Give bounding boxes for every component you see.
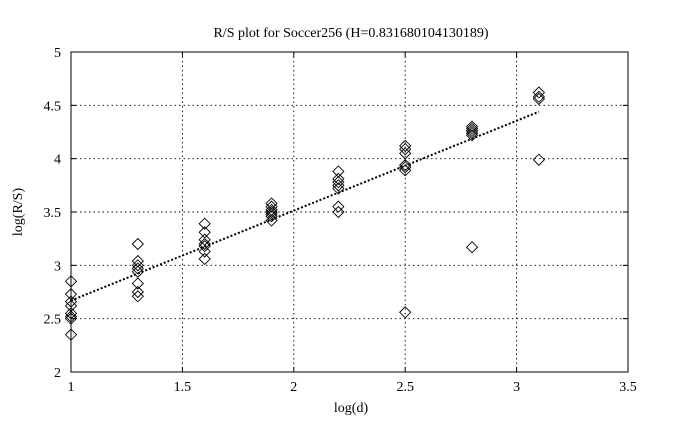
data-point [131,254,144,268]
y-tick-label: 5 [54,46,61,61]
data-point [399,139,412,153]
x-tick-label: 2 [290,380,297,395]
data-point [64,328,78,341]
data-point [399,142,412,156]
data-point [265,205,278,219]
data-point [265,214,278,227]
plot-frame [70,51,629,373]
y-tick-label: 3 [54,259,61,274]
data-point [465,241,479,254]
data-point [332,175,345,189]
x-tick-label: 1 [68,380,75,395]
x-tick-label: 2.5 [396,380,414,395]
data-point [399,147,412,160]
data-point [198,233,211,246]
x-tick-labels: 1 1.5 2 2.5 3 3.5 [68,380,637,395]
data-point [131,277,144,290]
data-point [465,122,479,135]
y-tick-label: 3.5 [44,206,62,221]
data-point [64,275,78,288]
data-point [465,124,479,138]
data-point [399,164,412,177]
data-point [332,172,345,186]
data-point [465,129,479,142]
x-tick-label: 3.5 [619,380,637,395]
data-point [198,252,211,266]
data-point [532,153,546,166]
data-point [399,158,412,172]
chart-title: R/S plot for Soccer256 (H=0.831680104130… [213,26,488,41]
data-point [198,217,211,230]
data-point [131,285,144,299]
data-point [265,197,278,210]
data-point [399,306,412,319]
y-tick-label: 4.5 [44,99,62,114]
data-point [532,86,546,99]
data-point [465,126,479,140]
data-point [64,295,78,308]
data-point [265,200,278,213]
data-point [131,259,144,272]
y-axis-label: log(R/S) [11,188,26,237]
data-point [332,205,345,219]
data-point [332,165,345,178]
data-point [131,237,144,251]
data-point [198,237,211,251]
x-axis-label: log(d) [334,401,369,416]
y-tick-labels: 2 2.5 3 3.5 4 4.5 5 [44,46,62,381]
data-point [64,287,78,301]
data-point [198,239,211,253]
data-point [131,262,144,275]
data-point [131,290,144,303]
grid-lines [70,51,629,373]
data-point [265,207,278,221]
data-point [265,210,278,223]
data-point [332,182,345,195]
data-points [64,86,546,341]
x-tick-label: 1.5 [174,380,192,395]
fit-line-group [70,110,540,302]
data-point [532,90,546,103]
data-point [532,92,546,106]
data-point [64,307,78,320]
data-point [465,120,479,133]
data-point [131,265,144,278]
data-point [198,226,211,239]
data-point [198,245,211,258]
data-point [332,200,345,213]
y-tick-label: 4 [54,153,61,168]
data-point [64,312,78,325]
data-point [399,161,412,174]
y-tick-label: 2 [54,366,61,381]
x-tick-label: 3 [513,380,520,395]
data-point [332,179,345,192]
data-point [64,310,78,323]
y-tick-label: 2.5 [44,313,62,328]
fit-line [70,110,540,302]
